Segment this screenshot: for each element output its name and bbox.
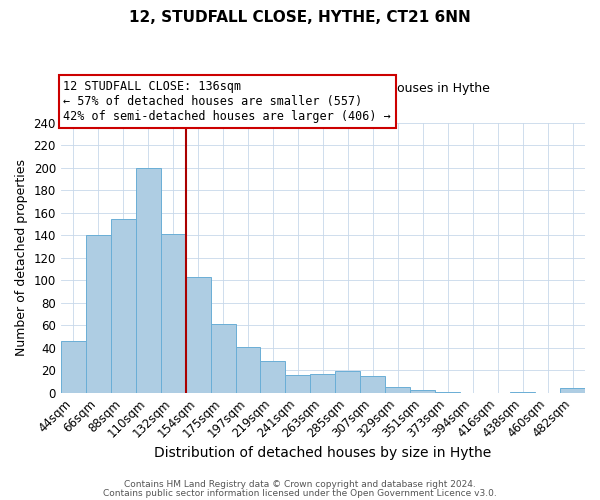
Text: 12, STUDFALL CLOSE, HYTHE, CT21 6NN: 12, STUDFALL CLOSE, HYTHE, CT21 6NN [129, 10, 471, 25]
X-axis label: Distribution of detached houses by size in Hythe: Distribution of detached houses by size … [154, 446, 491, 460]
Title: Size of property relative to detached houses in Hythe: Size of property relative to detached ho… [155, 82, 490, 96]
Y-axis label: Number of detached properties: Number of detached properties [15, 160, 28, 356]
Bar [260, 361, 286, 392]
Bar [211, 324, 236, 392]
Text: 12 STUDFALL CLOSE: 136sqm
← 57% of detached houses are smaller (557)
42% of semi: 12 STUDFALL CLOSE: 136sqm ← 57% of detac… [64, 80, 391, 123]
Bar [111, 218, 136, 392]
Bar [136, 168, 161, 392]
Bar [161, 234, 185, 392]
Text: Contains public sector information licensed under the Open Government Licence v3: Contains public sector information licen… [103, 488, 497, 498]
Bar [361, 376, 385, 392]
Bar [236, 346, 260, 393]
Bar [560, 388, 585, 392]
Bar [335, 372, 361, 392]
Bar [286, 374, 310, 392]
Bar [410, 390, 435, 392]
Text: Contains HM Land Registry data © Crown copyright and database right 2024.: Contains HM Land Registry data © Crown c… [124, 480, 476, 489]
Bar [185, 277, 211, 392]
Bar [310, 374, 335, 392]
Bar [61, 341, 86, 392]
Bar [86, 236, 111, 392]
Bar [385, 387, 410, 392]
